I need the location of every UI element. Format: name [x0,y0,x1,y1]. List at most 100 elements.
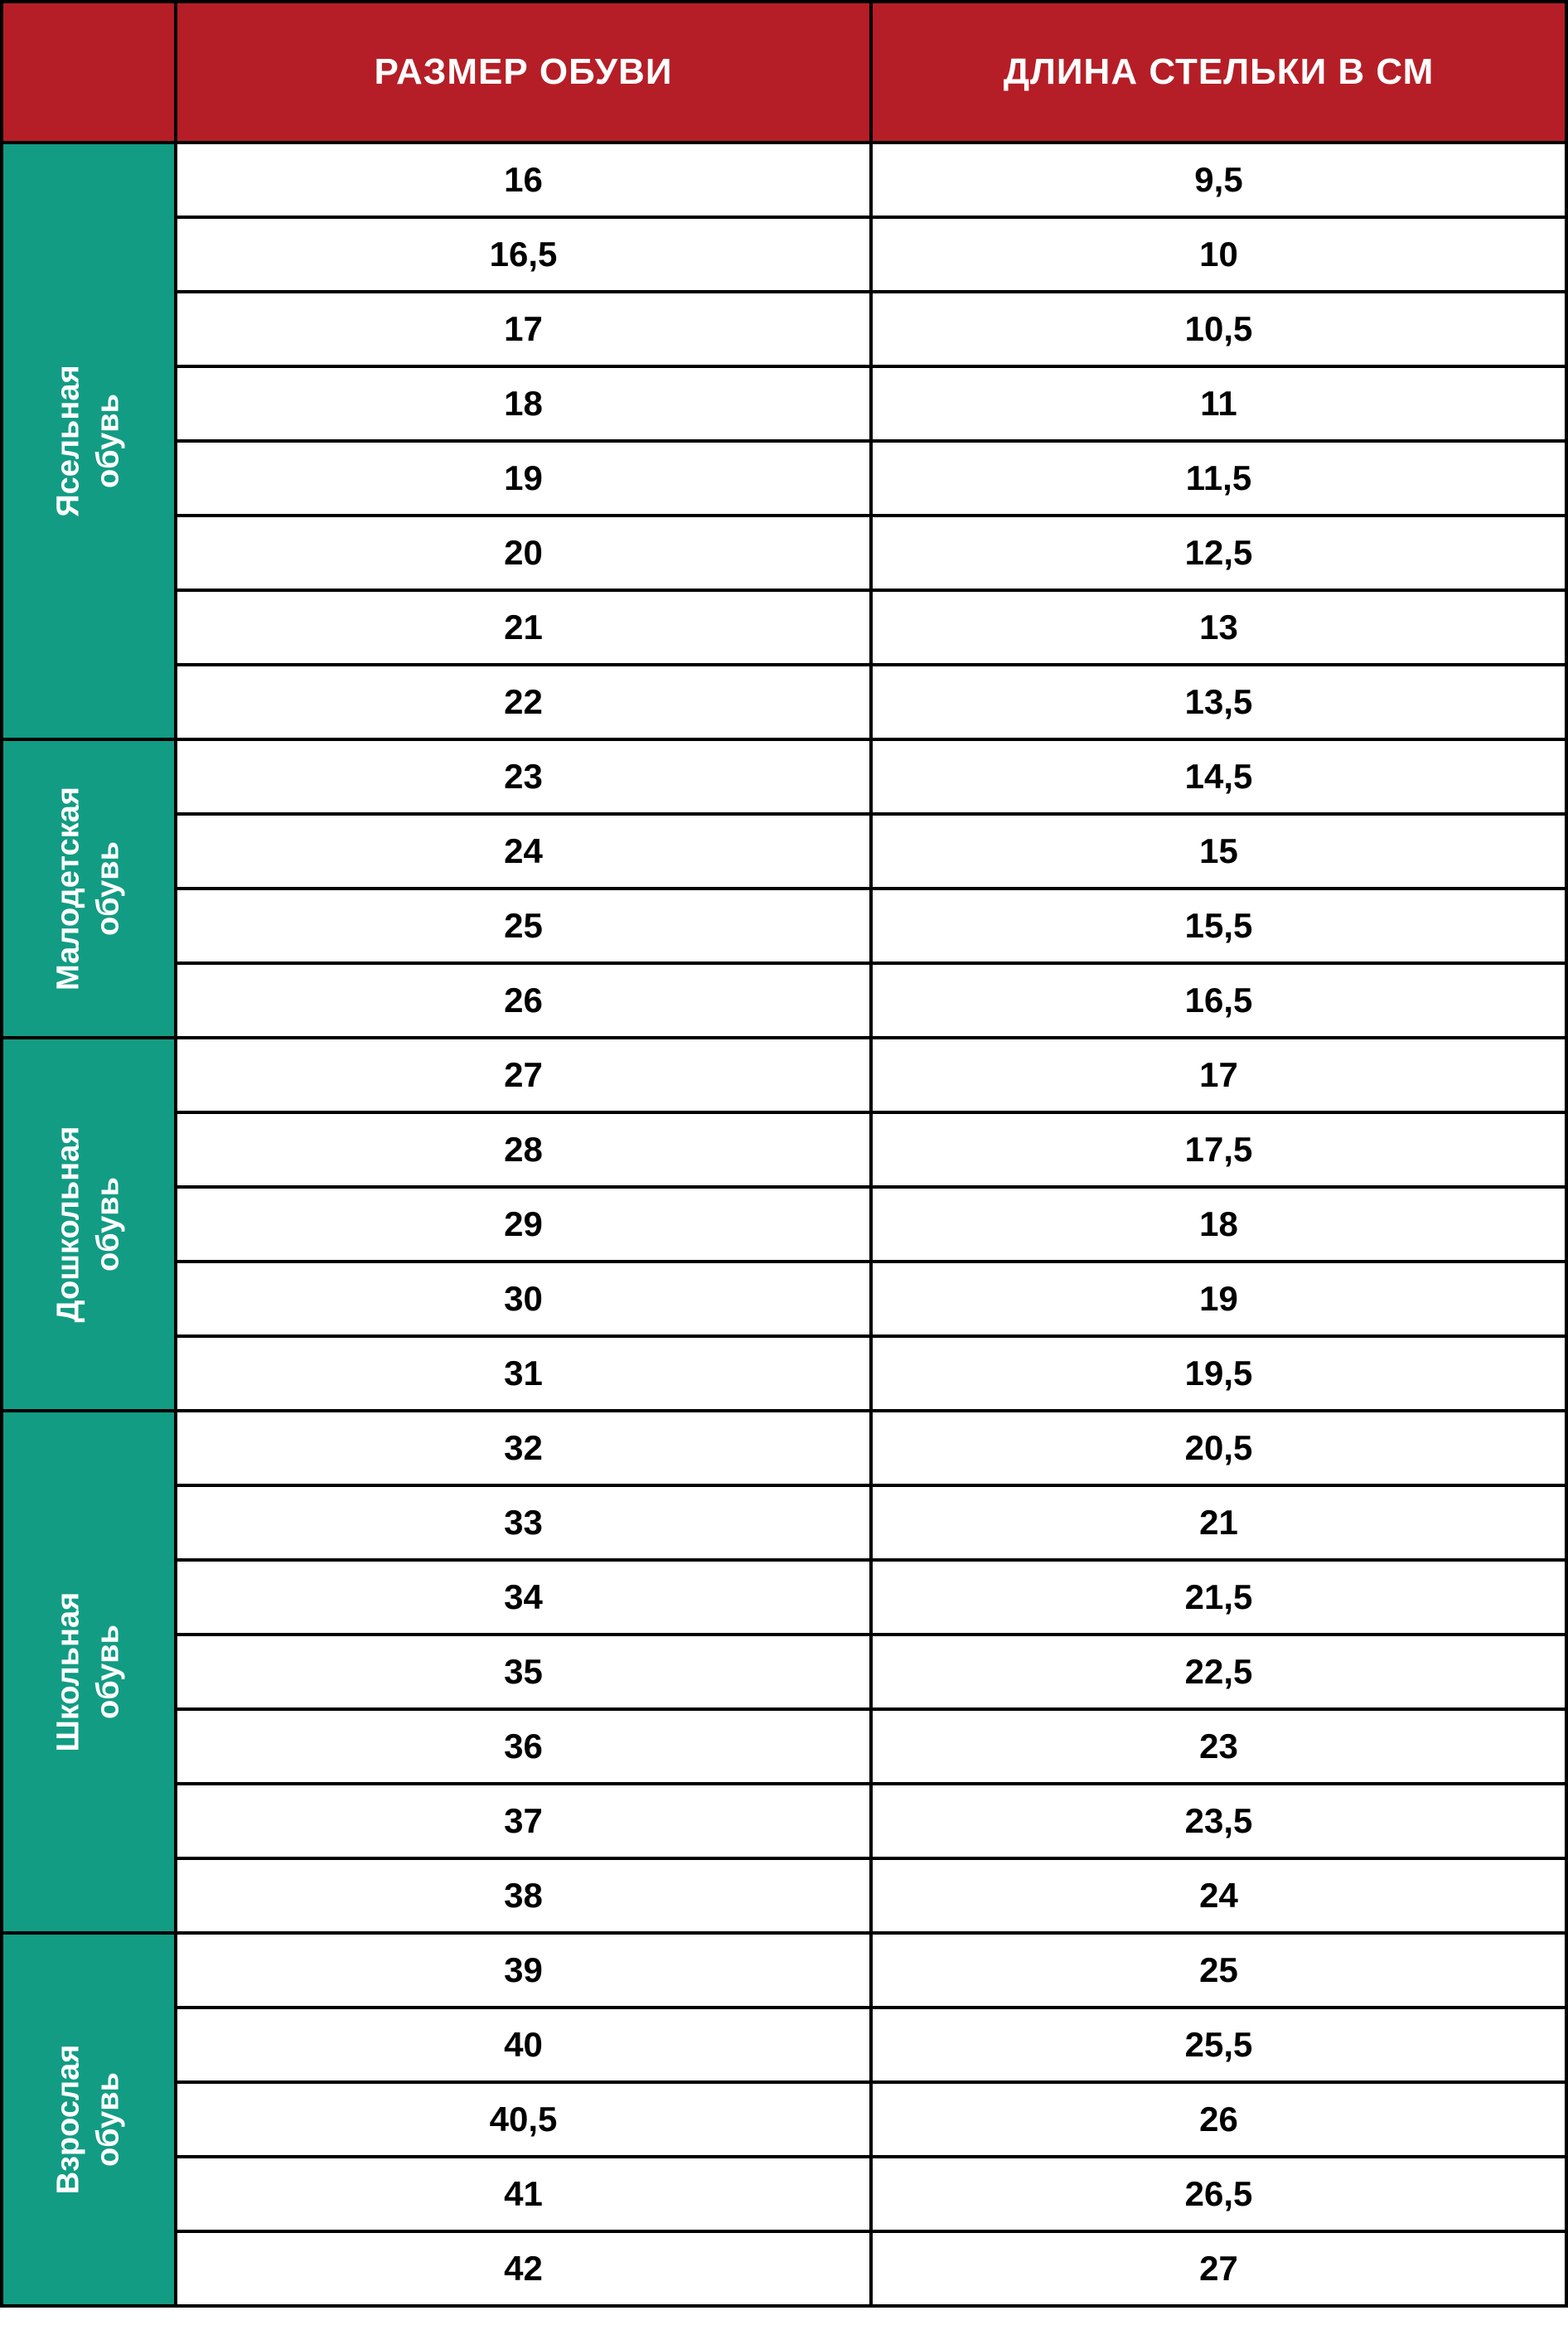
header-length-col: ДЛИНА СТЕЛЬКИ В СМ [871,2,1566,143]
category-label: Малодетскаяобувь [50,787,128,991]
table-row: Взрослаяобувь3925 [2,1933,1566,2008]
length-cell: 9,5 [871,143,1566,217]
length-cell: 17 [871,1038,1566,1112]
size-cell: 22 [176,665,871,739]
table-row: 2415 [2,814,1566,889]
category-label: Школьнаяобувь [50,1592,128,1752]
size-cell: 38 [176,1858,871,1933]
length-cell: 26 [871,2082,1566,2157]
table-row: 4025,5 [2,2008,1566,2082]
category-label-line1: Взрослая [51,2045,86,2195]
length-cell: 23,5 [871,1784,1566,1858]
size-cell: 19 [176,441,871,516]
length-cell: 13 [871,590,1566,665]
table-row: 2616,5 [2,963,1566,1038]
category-cell: Взрослаяобувь [2,1933,176,2306]
length-cell: 10 [871,217,1566,292]
size-cell: 16 [176,143,871,217]
category-label-line1: Ясельная [51,365,86,516]
table-row: 3623 [2,1709,1566,1784]
table-row: 3119,5 [2,1336,1566,1411]
length-cell: 21,5 [871,1560,1566,1635]
size-cell: 37 [176,1784,871,1858]
table-row: 3019 [2,1262,1566,1336]
length-cell: 20,5 [871,1411,1566,1485]
table-row: Дошкольнаяобувь2717 [2,1038,1566,1112]
table-row: 4227 [2,2231,1566,2306]
length-cell: 23 [871,1709,1566,1784]
size-cell: 35 [176,1635,871,1709]
size-cell: 41 [176,2157,871,2231]
table-row: 1710,5 [2,292,1566,366]
size-cell: 39 [176,1933,871,2008]
length-cell: 27 [871,2231,1566,2306]
length-cell: 18 [871,1187,1566,1262]
category-cell: Дошкольнаяобувь [2,1038,176,1411]
size-cell: 34 [176,1560,871,1635]
table-row: 2515,5 [2,889,1566,963]
category-label-line2: обувь [90,2072,125,2167]
size-cell: 40 [176,2008,871,2082]
table-row: 16,510 [2,217,1566,292]
category-label-line1: Малодетская [51,787,86,991]
category-label-line2: обувь [90,1177,125,1271]
size-cell: 21 [176,590,871,665]
size-cell: 31 [176,1336,871,1411]
size-cell: 26 [176,963,871,1038]
size-cell: 25 [176,889,871,963]
length-cell: 21 [871,1485,1566,1560]
table-row: 2113 [2,590,1566,665]
size-cell: 40,5 [176,2082,871,2157]
size-cell: 32 [176,1411,871,1485]
length-cell: 13,5 [871,665,1566,739]
size-cell: 28 [176,1112,871,1187]
table-row: Малодетскаяобувь2314,5 [2,739,1566,814]
length-cell: 25 [871,1933,1566,2008]
size-cell: 23 [176,739,871,814]
size-cell: 30 [176,1262,871,1336]
table-row: Ясельнаяобувь169,5 [2,143,1566,217]
table-row: 1911,5 [2,441,1566,516]
table-row: 3723,5 [2,1784,1566,1858]
category-label: Взрослаяобувь [50,2045,128,2195]
length-cell: 15 [871,814,1566,889]
size-cell: 20 [176,516,871,590]
table-row: 3421,5 [2,1560,1566,1635]
length-cell: 16,5 [871,963,1566,1038]
category-cell: Малодетскаяобувь [2,739,176,1038]
length-cell: 25,5 [871,2008,1566,2082]
size-cell: 29 [176,1187,871,1262]
length-cell: 24 [871,1858,1566,1933]
header-corner-cell [2,2,176,143]
table-row: 3522,5 [2,1635,1566,1709]
length-cell: 17,5 [871,1112,1566,1187]
size-cell: 17 [176,292,871,366]
category-cell: Школьнаяобувь [2,1411,176,1933]
size-cell: 16,5 [176,217,871,292]
header-row: РАЗМЕР ОБУВИ ДЛИНА СТЕЛЬКИ В СМ [2,2,1566,143]
length-cell: 14,5 [871,739,1566,814]
length-cell: 11 [871,366,1566,441]
category-label-line2: обувь [90,841,125,936]
table-row: 3824 [2,1858,1566,1933]
table-row: Школьнаяобувь3220,5 [2,1411,1566,1485]
table-row: 1811 [2,366,1566,441]
length-cell: 22,5 [871,1635,1566,1709]
table-row: 2213,5 [2,665,1566,739]
category-label-line2: обувь [90,1625,125,1719]
header-size-col: РАЗМЕР ОБУВИ [176,2,871,143]
category-label-line2: обувь [90,394,125,488]
category-cell: Ясельнаяобувь [2,143,176,739]
table-row: 3321 [2,1485,1566,1560]
size-cell: 42 [176,2231,871,2306]
size-cell: 27 [176,1038,871,1112]
length-cell: 15,5 [871,889,1566,963]
length-cell: 12,5 [871,516,1566,590]
table-row: 2012,5 [2,516,1566,590]
category-label-line1: Дошкольная [51,1126,86,1323]
size-cell: 33 [176,1485,871,1560]
category-label: Дошкольнаяобувь [50,1126,128,1323]
length-cell: 26,5 [871,2157,1566,2231]
table-row: 40,526 [2,2082,1566,2157]
size-cell: 18 [176,366,871,441]
